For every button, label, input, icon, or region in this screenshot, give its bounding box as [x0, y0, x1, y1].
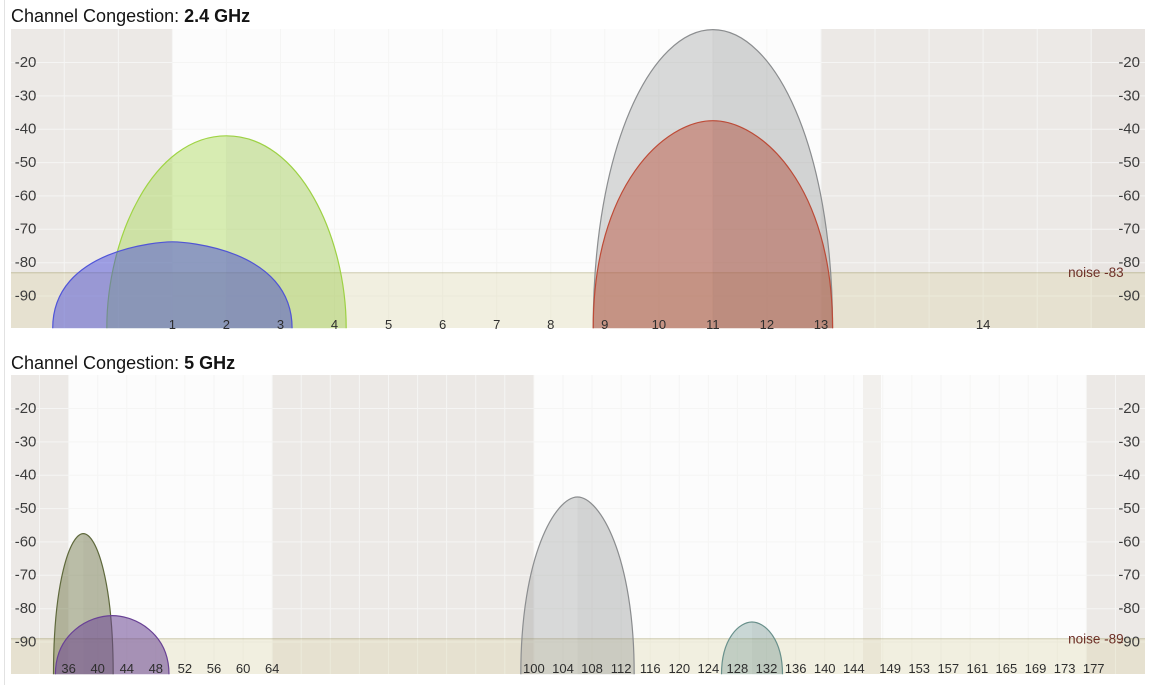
svg-text:-30: -30 — [1118, 87, 1140, 104]
svg-text:-50: -50 — [15, 500, 37, 517]
svg-text:104: 104 — [552, 661, 574, 676]
svg-text:-60: -60 — [1118, 533, 1140, 550]
svg-text:-90: -90 — [15, 287, 37, 304]
svg-text:60: 60 — [236, 661, 250, 676]
svg-text:-20: -20 — [1118, 400, 1140, 417]
svg-text:noise -83: noise -83 — [1068, 265, 1124, 280]
svg-text:140: 140 — [814, 661, 836, 676]
svg-text:3: 3 — [277, 317, 284, 332]
svg-text:-40: -40 — [1118, 467, 1140, 484]
svg-text:-50: -50 — [1118, 154, 1140, 171]
svg-text:-90: -90 — [1118, 287, 1140, 304]
svg-text:64: 64 — [265, 661, 279, 676]
svg-text:-20: -20 — [15, 54, 37, 71]
svg-text:153: 153 — [908, 661, 930, 676]
svg-text:5: 5 — [385, 317, 392, 332]
svg-text:6: 6 — [439, 317, 446, 332]
svg-text:9: 9 — [601, 317, 608, 332]
svg-text:-50: -50 — [1118, 500, 1140, 517]
svg-text:-70: -70 — [1118, 221, 1140, 238]
svg-text:-50: -50 — [15, 154, 37, 171]
svg-text:-80: -80 — [15, 600, 37, 617]
svg-text:136: 136 — [785, 661, 807, 676]
svg-text:-70: -70 — [1118, 567, 1140, 584]
svg-text:157: 157 — [937, 661, 959, 676]
svg-text:-60: -60 — [15, 533, 37, 550]
svg-text:-40: -40 — [15, 467, 37, 484]
svg-text:-40: -40 — [1118, 121, 1140, 138]
svg-text:2: 2 — [223, 317, 230, 332]
svg-text:-70: -70 — [15, 221, 37, 238]
svg-text:169: 169 — [1025, 661, 1047, 676]
svg-text:56: 56 — [207, 661, 221, 676]
svg-text:161: 161 — [967, 661, 989, 676]
svg-text:4: 4 — [331, 317, 338, 332]
svg-text:112: 112 — [611, 661, 632, 676]
svg-text:165: 165 — [996, 661, 1018, 676]
svg-text:-30: -30 — [15, 87, 37, 104]
svg-text:44: 44 — [120, 661, 134, 676]
svg-text:-80: -80 — [15, 254, 37, 271]
svg-text:173: 173 — [1054, 661, 1076, 676]
svg-text:116: 116 — [640, 661, 661, 676]
svg-text:120: 120 — [668, 661, 690, 676]
svg-text:1: 1 — [169, 317, 176, 332]
svg-text:10: 10 — [652, 317, 666, 332]
svg-text:48: 48 — [149, 661, 163, 676]
svg-text:12: 12 — [760, 317, 774, 332]
svg-text:132: 132 — [756, 661, 778, 676]
svg-text:-20: -20 — [15, 400, 37, 417]
svg-text:124: 124 — [698, 661, 720, 676]
svg-text:-60: -60 — [15, 187, 37, 204]
svg-text:-30: -30 — [1118, 433, 1140, 450]
svg-text:7: 7 — [493, 317, 500, 332]
svg-text:noise -89: noise -89 — [1068, 631, 1124, 646]
svg-text:-90: -90 — [15, 633, 37, 650]
svg-text:-40: -40 — [15, 121, 37, 138]
svg-text:-60: -60 — [1118, 187, 1140, 204]
svg-text:-80: -80 — [1118, 254, 1140, 271]
svg-text:36: 36 — [61, 661, 75, 676]
svg-text:144: 144 — [843, 661, 865, 676]
svg-text:100: 100 — [523, 661, 545, 676]
svg-text:-20: -20 — [1118, 54, 1140, 71]
svg-text:177: 177 — [1083, 661, 1105, 676]
svg-text:128: 128 — [727, 661, 749, 676]
svg-text:11: 11 — [706, 317, 720, 332]
svg-text:108: 108 — [581, 661, 603, 676]
svg-text:-80: -80 — [1118, 600, 1140, 617]
svg-text:149: 149 — [879, 661, 901, 676]
svg-text:40: 40 — [90, 661, 104, 676]
svg-text:8: 8 — [547, 317, 554, 332]
svg-text:14: 14 — [976, 317, 990, 332]
svg-text:-90: -90 — [1118, 633, 1140, 650]
svg-text:13: 13 — [814, 317, 828, 332]
svg-text:-30: -30 — [15, 433, 37, 450]
svg-text:-70: -70 — [15, 567, 37, 584]
svg-text:52: 52 — [178, 661, 192, 676]
